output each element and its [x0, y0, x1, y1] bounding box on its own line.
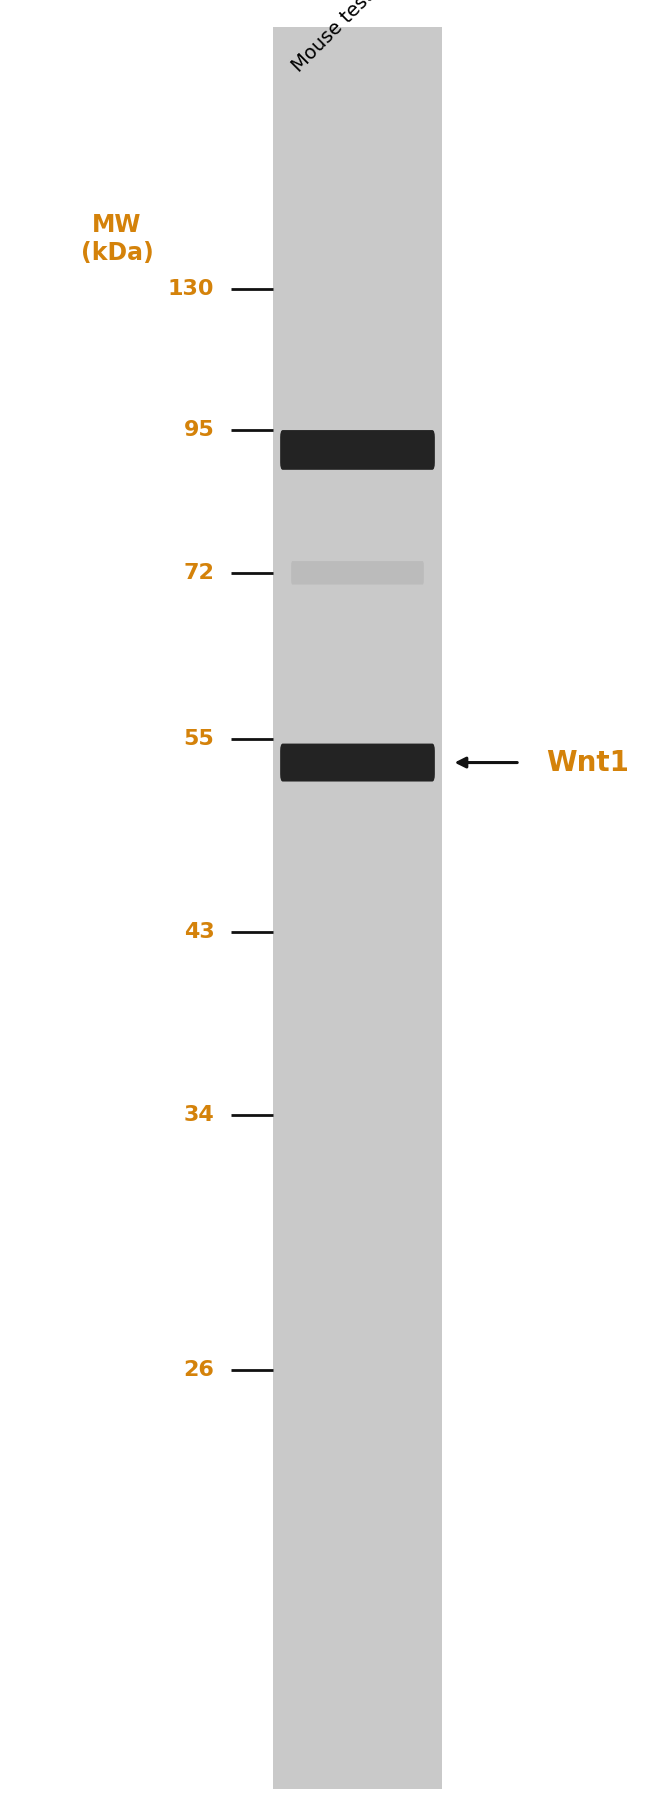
Text: 95: 95	[184, 419, 214, 441]
FancyBboxPatch shape	[280, 744, 435, 781]
Text: 72: 72	[183, 562, 214, 584]
Text: MW
(kDa): MW (kDa)	[81, 213, 153, 266]
Text: 55: 55	[184, 728, 214, 750]
FancyBboxPatch shape	[280, 430, 435, 470]
Text: 43: 43	[184, 922, 214, 943]
Text: Mouse testis: Mouse testis	[289, 0, 389, 76]
Bar	[273, 27, 442, 1789]
Text: 130: 130	[168, 278, 215, 300]
Text: 26: 26	[183, 1359, 214, 1381]
Text: 34: 34	[184, 1104, 214, 1126]
FancyBboxPatch shape	[291, 560, 424, 584]
Text: Wnt1: Wnt1	[546, 748, 629, 777]
